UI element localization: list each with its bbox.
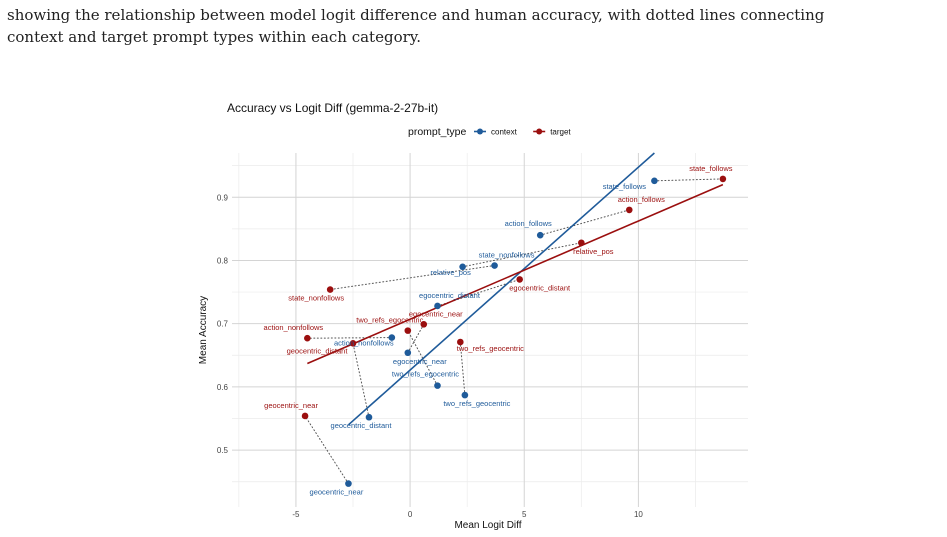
chart-title: Accuracy vs Logit Diff (gemma-2-27b-it) — [227, 101, 438, 115]
label-context-action_nonfollows: action_nonfollows — [334, 339, 394, 348]
trend-lines — [307, 152, 724, 426]
connector-lines — [304, 178, 724, 485]
point-target-egocentric_near — [420, 321, 428, 328]
point-context-egocentric_distant — [434, 302, 441, 310]
label-target-state_follows: state_follows — [689, 164, 733, 173]
point-target-action_follows — [625, 206, 633, 214]
point-target-geocentric_distant — [349, 339, 357, 347]
point-target-two_refs_geocentric — [457, 338, 464, 346]
label-target-egocentric_distant: egocentric_distant — [509, 283, 571, 292]
point-context-geocentric_near — [345, 480, 352, 487]
connector-action_nonfollows — [306, 337, 393, 339]
x-tick-label: 5 — [522, 510, 527, 519]
label-target-egocentric_near: egocentric_near — [409, 309, 463, 318]
y-axis-title: Mean Accuracy — [198, 296, 209, 364]
connector-geocentric_near — [304, 415, 349, 485]
label-context-geocentric_near: geocentric_near — [310, 488, 364, 497]
figure-caption: showing the relationship between model l… — [7, 4, 942, 48]
point-context-action_follows — [536, 231, 544, 239]
label-context-geocentric_distant: geocentric_distant — [331, 421, 393, 430]
label-context-egocentric_distant: egocentric_distant — [419, 291, 481, 300]
label-target-relative_pos: relative_pos — [573, 247, 614, 256]
label-context-relative_pos: relative_pos — [430, 268, 471, 277]
label-target-state_nonfollows: state_nonfollows — [288, 294, 344, 303]
legend-label-target: target — [550, 128, 571, 137]
legend-marker-context — [477, 128, 483, 135]
trend-line-context — [347, 152, 655, 426]
point-context-relative_pos — [459, 263, 466, 271]
point-context-state_follows — [651, 177, 658, 185]
point-target-two_refs_egocentric — [404, 327, 412, 334]
point-target-state_follows — [719, 175, 727, 183]
point-labels: state_follows action_follows state_nonfoll… — [264, 164, 733, 497]
connector-geocentric_distant — [352, 342, 370, 418]
label-target-geocentric_near: geocentric_near — [264, 401, 318, 410]
caption-line-1: showing the relationship between model l… — [7, 6, 825, 24]
trend-line-target — [307, 183, 724, 365]
label-target-two_refs_egocentric: two_refs_egocentric — [356, 316, 423, 325]
legend-marker-target — [536, 128, 543, 135]
label-target-action_nonfollows: action_nonfollows — [264, 323, 324, 332]
connector-action_follows — [539, 209, 630, 236]
label-target-geocentric_distant: geocentric_distant — [287, 346, 349, 355]
connector-state_follows — [653, 178, 724, 182]
y-tick-label: 0.6 — [217, 383, 229, 392]
point-context-two_refs_egocentric — [434, 382, 441, 389]
point-context-egocentric_near — [404, 349, 412, 357]
label-target-action_follows: action_follows — [618, 195, 665, 204]
legend-title: prompt_type — [408, 126, 467, 138]
x-tick-label: -5 — [292, 510, 300, 519]
label-context-state_follows: state_follows — [603, 182, 647, 191]
point-context-geocentric_distant — [365, 413, 373, 421]
y-tick-label: 0.8 — [217, 256, 229, 265]
x-tick-label: 10 — [634, 510, 643, 519]
point-target-relative_pos — [578, 239, 585, 247]
legend: prompt_type context target — [408, 126, 571, 138]
point-target-egocentric_distant — [516, 276, 523, 283]
axes: -5 0 5 10 0.5 0.6 0.7 0.8 0.9 — [217, 193, 644, 519]
point-target-geocentric_near — [301, 412, 309, 420]
point-context-state_nonfollows — [491, 262, 498, 269]
grid — [232, 153, 748, 507]
point-context-two_refs_geocentric — [461, 391, 469, 399]
point-target-action_nonfollows — [304, 334, 311, 342]
y-tick-label: 0.9 — [217, 193, 229, 202]
point-target-state_nonfollows — [326, 286, 334, 293]
caption-line-2: context and target prompt types within e… — [7, 28, 422, 46]
data-points — [301, 175, 727, 487]
x-axis-title: Mean Logit Diff — [454, 520, 521, 531]
label-context-action_follows: action_follows — [505, 219, 552, 228]
label-context-state_nonfollows: state_nonfollows — [479, 251, 535, 260]
point-context-action_nonfollows — [388, 334, 396, 341]
label-context-two_refs_egocentric: two_refs_egocentric — [392, 370, 459, 379]
connector-state_nonfollows — [329, 265, 496, 291]
legend-label-context: context — [491, 128, 518, 137]
y-tick-label: 0.7 — [217, 320, 229, 329]
label-context-egocentric_near: egocentric_near — [393, 357, 447, 366]
x-tick-label: 0 — [408, 510, 413, 519]
connector-relative_pos — [462, 242, 582, 268]
label-target-two_refs_geocentric: two_refs_geocentric — [457, 344, 524, 353]
label-context-two_refs_geocentric: two_refs_geocentric — [443, 399, 510, 408]
y-tick-label: 0.5 — [217, 446, 229, 455]
